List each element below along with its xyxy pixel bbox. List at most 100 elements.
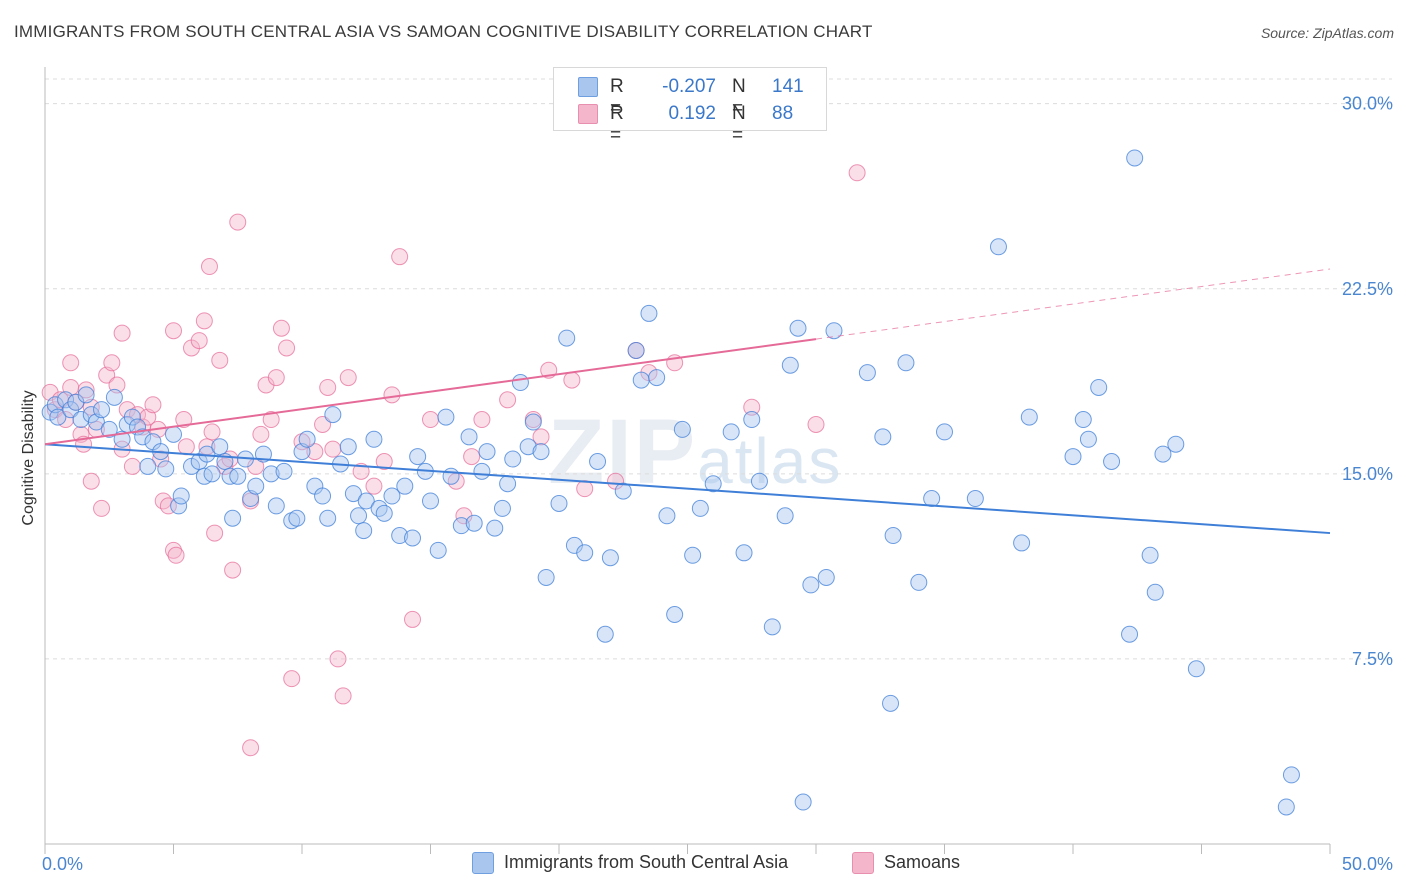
south-central-asia-points [41, 149, 1300, 816]
south-central-asia-point [1282, 766, 1300, 784]
south-central-asia-point [473, 462, 491, 480]
samoans-point [77, 381, 95, 399]
south-central-asia-point [532, 443, 550, 461]
south-central-asia-point [743, 411, 761, 429]
samoans-point [167, 546, 185, 564]
samoans-point [339, 369, 357, 387]
samoans-point [319, 378, 337, 396]
south-central-asia-point [355, 522, 373, 540]
legend-bottom-label: Immigrants from South Central Asia [504, 852, 789, 872]
legend-bottom-swatch-blue [472, 852, 494, 875]
samoans-point [807, 415, 825, 433]
y-tick-label: 22.5% [1342, 279, 1393, 299]
south-central-asia-point [776, 507, 794, 525]
south-central-asia-point [157, 460, 175, 478]
samoans-point [206, 524, 224, 542]
south-central-asia-point [452, 517, 470, 535]
south-central-asia-point [763, 618, 781, 636]
south-central-asia-point [936, 423, 953, 441]
south-central-asia-point [666, 606, 684, 623]
y-tick-label: 7.5% [1352, 649, 1393, 669]
samoans-point [203, 423, 221, 441]
south-central-asia-point [589, 453, 607, 470]
legend-n-value: 141 [772, 76, 804, 97]
south-central-asia-point [375, 504, 393, 522]
samoans-point [103, 354, 121, 372]
south-central-asia-point [648, 369, 666, 387]
south-central-asia-point [139, 457, 157, 475]
south-central-asia-point [170, 497, 188, 515]
south-central-asia-point [409, 448, 427, 466]
south-central-asia-point [442, 467, 460, 485]
south-central-asia-point [229, 467, 247, 485]
south-central-asia-point [519, 438, 537, 456]
south-central-asia-point [684, 546, 702, 564]
south-central-asia-point [499, 475, 517, 493]
south-central-asia-point [370, 499, 388, 517]
samoans-point [278, 339, 296, 357]
samoans-trend-line [44, 338, 817, 446]
south-central-asia-point [614, 482, 632, 500]
samoans-point [267, 369, 285, 387]
south-central-asia-point [1154, 445, 1172, 463]
south-central-asia-point [57, 391, 75, 409]
legend-r-label: R = [610, 103, 624, 146]
south-central-asia-point [391, 527, 409, 545]
legend-n-label: N = [732, 76, 746, 119]
south-central-asia-point [704, 475, 722, 493]
samoans-point [252, 425, 270, 443]
samoans-point [576, 480, 594, 498]
samoans-point [352, 462, 370, 480]
south-central-asia-point [465, 514, 483, 532]
south-central-asia-point [1277, 798, 1295, 816]
legend-n-value: 88 [772, 103, 794, 124]
y-tick-label: 30.0% [1342, 94, 1393, 114]
south-central-asia-point [123, 408, 141, 426]
samoans-point [532, 428, 550, 446]
samoans-point [123, 457, 141, 475]
samoans-point [375, 453, 393, 470]
south-central-asia-point [1146, 583, 1164, 601]
samoans-point [242, 739, 260, 757]
south-central-asia-point [511, 374, 529, 392]
samoans-point [159, 497, 177, 515]
legend-swatch-pink [578, 104, 598, 124]
south-central-asia-point [1013, 534, 1031, 552]
south-central-asia-point [324, 406, 342, 424]
legend-r-value: -0.207 [662, 76, 716, 97]
south-central-asia-point [224, 509, 242, 527]
south-central-asia-point [422, 492, 439, 510]
samoans-point [165, 541, 182, 559]
south-central-asia-point [165, 425, 182, 443]
south-central-asia-point [794, 793, 812, 811]
samoans-points [41, 164, 866, 757]
legend-n-label: N = [732, 103, 746, 146]
samoans-point [324, 440, 342, 458]
samoans-point [152, 450, 170, 468]
samoans-point [175, 411, 193, 429]
samoans-point [165, 322, 182, 340]
south-central-asia-point [632, 371, 650, 389]
south-central-asia-point [601, 549, 619, 567]
south-central-asia-point [691, 499, 709, 517]
south-central-asia-point [1167, 435, 1185, 453]
south-central-asia-point [989, 238, 1007, 256]
samoans-point [306, 443, 324, 461]
south-central-asia-point [319, 509, 337, 527]
south-central-asia-point [77, 386, 95, 404]
south-central-asia-point [1121, 625, 1139, 643]
south-central-asia-point [365, 430, 383, 448]
legend-swatch-blue [578, 77, 598, 97]
south-central-asia-point [858, 364, 876, 382]
south-central-asia-point [93, 401, 111, 419]
south-central-asia-point [1141, 546, 1159, 564]
tick-labels: 7.5% 15.0% 22.5% 30.0% 0.0% 50.0% [42, 94, 1393, 874]
south-central-asia-point [658, 507, 676, 525]
south-central-asia-point [802, 576, 820, 594]
y-tick-label: 15.0% [1342, 464, 1393, 484]
south-central-asia-point [49, 408, 67, 426]
samoans-point [200, 258, 218, 276]
samoans-point [195, 312, 213, 330]
x-tick-label: 50.0% [1342, 854, 1393, 874]
